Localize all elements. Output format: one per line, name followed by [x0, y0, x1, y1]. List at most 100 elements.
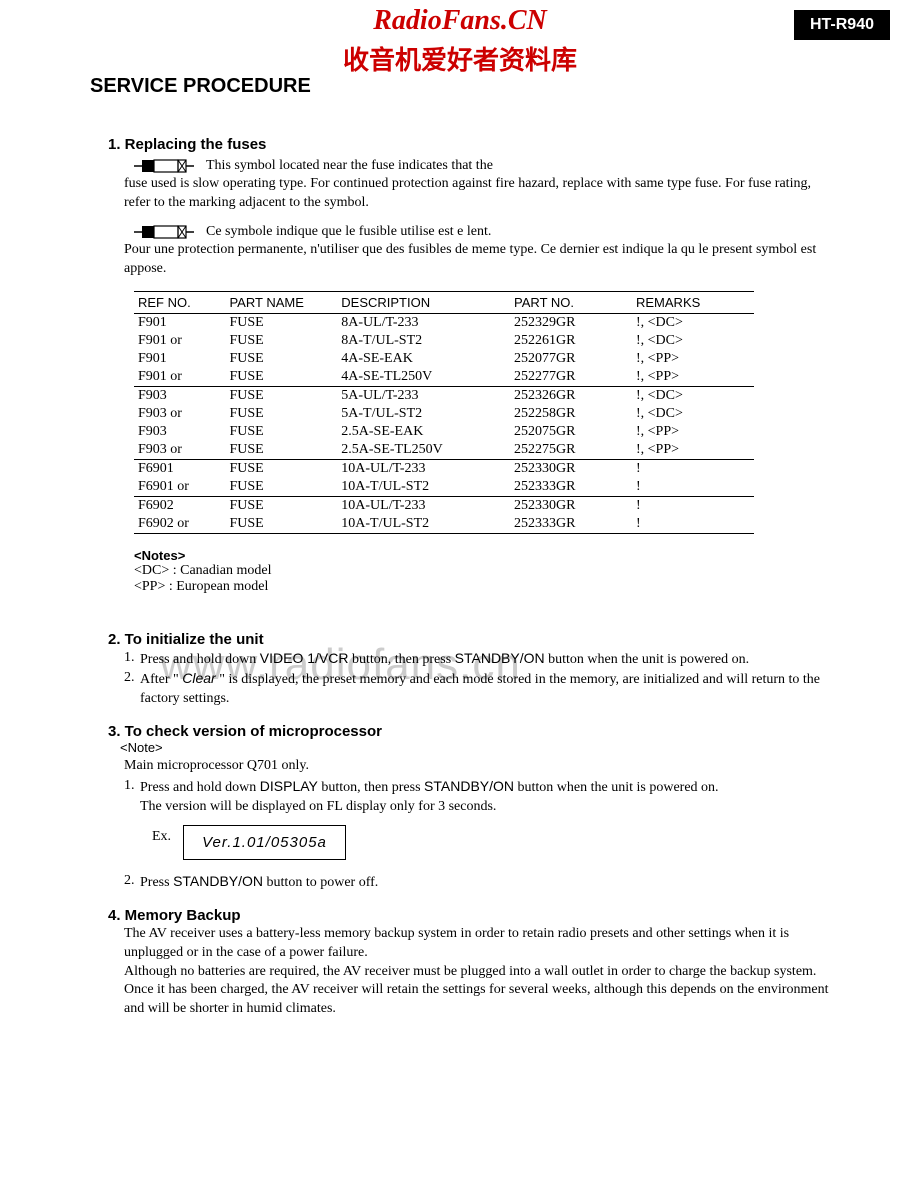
table-row: F6902FUSE10A-UL/T-233252330GR!: [134, 496, 754, 515]
table-cell: F6901 or: [134, 478, 225, 497]
notes-heading: <Notes>: [134, 548, 830, 563]
section-1-heading: 1. Replacing the fuses: [108, 136, 830, 153]
table-row: F903FUSE2.5A-SE-EAK252075GR!, <PP>: [134, 423, 754, 441]
table-cell: FUSE: [225, 386, 337, 405]
table-cell: FUSE: [225, 313, 337, 332]
table-cell: FUSE: [225, 423, 337, 441]
page-content: SERVICE PROCEDURE 1. Replacing the fuses…: [0, 0, 920, 1019]
table-row: F901 orFUSE4A-SE-TL250V252277GR!, <PP>: [134, 368, 754, 387]
table-cell: !, <PP>: [632, 423, 754, 441]
table-cell: 252075GR: [510, 423, 632, 441]
section-3-note-label: <Note>: [120, 740, 830, 755]
table-cell: 10A-T/UL-ST2: [337, 515, 510, 534]
table-cell: 2.5A-SE-EAK: [337, 423, 510, 441]
table-cell: 8A-UL/T-233: [337, 313, 510, 332]
version-box: Ver.1.01/05305a: [183, 825, 346, 860]
table-row: F903 orFUSE5A-T/UL-ST2252258GR!, <DC>: [134, 405, 754, 423]
section-4-body: The AV receiver uses a battery-less memo…: [124, 925, 830, 1019]
table-header: REMARKS: [632, 291, 754, 313]
table-cell: 252258GR: [510, 405, 632, 423]
table-cell: 10A-T/UL-ST2: [337, 478, 510, 497]
table-row: F901FUSE8A-UL/T-233252329GR!, <DC>: [134, 313, 754, 332]
list-item: 2. After " Clear " is displayed, the pre…: [124, 669, 830, 709]
table-cell: 252329GR: [510, 313, 632, 332]
example-label: Ex.: [152, 829, 171, 845]
table-cell: F903 or: [134, 405, 225, 423]
fuse-para1-line1: This symbol located near the fuse indica…: [206, 158, 830, 174]
table-cell: FUSE: [225, 496, 337, 515]
example-row: Ex. Ver.1.01/05305a: [152, 825, 830, 860]
fuse-para2-line1: Ce symbole indique que le fusible utilis…: [206, 224, 830, 240]
table-cell: !: [632, 459, 754, 478]
table-cell: 5A-UL/T-233: [337, 386, 510, 405]
table-cell: 252275GR: [510, 441, 632, 460]
list-item: 2. Press STANDBY/ON button to power off.: [124, 872, 830, 893]
table-header: PART NAME: [225, 291, 337, 313]
table-cell: F6902: [134, 496, 225, 515]
fuse-symbol-icon: [134, 157, 194, 175]
table-cell: F6902 or: [134, 515, 225, 534]
table-cell: FUSE: [225, 441, 337, 460]
fuse-table: REF NO.PART NAMEDESCRIPTIONPART NO.REMAR…: [134, 291, 754, 534]
table-header: DESCRIPTION: [337, 291, 510, 313]
table-cell: !: [632, 515, 754, 534]
table-cell: F901 or: [134, 368, 225, 387]
table-cell: F903: [134, 423, 225, 441]
table-cell: F901: [134, 350, 225, 368]
list-text: Press STANDBY/ON button to power off.: [140, 872, 830, 893]
list-number: 2.: [124, 669, 140, 709]
list-item: 1. Press and hold down DISPLAY button, t…: [124, 777, 830, 817]
list-number: 1.: [124, 649, 140, 670]
table-cell: F903 or: [134, 441, 225, 460]
list-number: 1.: [124, 777, 140, 817]
table-cell: 2.5A-SE-TL250V: [337, 441, 510, 460]
section-2-heading: 2. To initialize the unit: [108, 631, 830, 648]
table-cell: 252333GR: [510, 515, 632, 534]
table-cell: 8A-T/UL-ST2: [337, 332, 510, 350]
table-cell: !, <PP>: [632, 441, 754, 460]
table-cell: FUSE: [225, 405, 337, 423]
table-cell: FUSE: [225, 459, 337, 478]
table-cell: 252333GR: [510, 478, 632, 497]
table-row: F6902 orFUSE10A-T/UL-ST2252333GR!: [134, 515, 754, 534]
section-3-heading: 3. To check version of microprocessor: [108, 723, 830, 740]
list-text: After " Clear " is displayed, the preset…: [140, 669, 830, 709]
table-row: F903 orFUSE2.5A-SE-TL250V252275GR!, <PP>: [134, 441, 754, 460]
table-cell: !: [632, 496, 754, 515]
table-cell: FUSE: [225, 368, 337, 387]
fuse-symbol-icon: [134, 223, 194, 241]
table-header: PART NO.: [510, 291, 632, 313]
table-cell: 252330GR: [510, 496, 632, 515]
table-row: F6901 orFUSE10A-T/UL-ST2252333GR!: [134, 478, 754, 497]
section-3-list-2: 2. Press STANDBY/ON button to power off.: [124, 872, 830, 893]
table-cell: 252077GR: [510, 350, 632, 368]
table-cell: 252326GR: [510, 386, 632, 405]
table-cell: 252261GR: [510, 332, 632, 350]
fuse-para1-rest: fuse used is slow operating type. For co…: [124, 175, 830, 213]
notes-block: <Notes> <DC> : Canadian model <PP> : Eur…: [134, 548, 830, 595]
table-cell: F903: [134, 386, 225, 405]
table-cell: FUSE: [225, 332, 337, 350]
table-cell: FUSE: [225, 350, 337, 368]
table-cell: 10A-UL/T-233: [337, 496, 510, 515]
table-cell: 4A-SE-EAK: [337, 350, 510, 368]
table-cell: !, <DC>: [632, 405, 754, 423]
list-number: 2.: [124, 872, 140, 893]
fuse-para2-rest: Pour une protection permanente, n'utilis…: [124, 241, 830, 279]
table-header: REF NO.: [134, 291, 225, 313]
list-item: 1. Press and hold down VIDEO 1/VCR butto…: [124, 649, 830, 670]
table-row: F6901FUSE10A-UL/T-233252330GR!: [134, 459, 754, 478]
table-cell: !, <DC>: [632, 332, 754, 350]
table-cell: 10A-UL/T-233: [337, 459, 510, 478]
table-cell: F901 or: [134, 332, 225, 350]
table-cell: 4A-SE-TL250V: [337, 368, 510, 387]
table-row: F901 orFUSE8A-T/UL-ST2252261GR!, <DC>: [134, 332, 754, 350]
table-cell: F901: [134, 313, 225, 332]
notes-line-dc: <DC> : Canadian model: [134, 563, 830, 579]
table-cell: FUSE: [225, 478, 337, 497]
table-row: F901FUSE4A-SE-EAK252077GR!, <PP>: [134, 350, 754, 368]
fuse-symbol-row-1: This symbol located near the fuse indica…: [134, 157, 830, 175]
table-cell: !, <DC>: [632, 386, 754, 405]
table-cell: !: [632, 478, 754, 497]
table-cell: F6901: [134, 459, 225, 478]
